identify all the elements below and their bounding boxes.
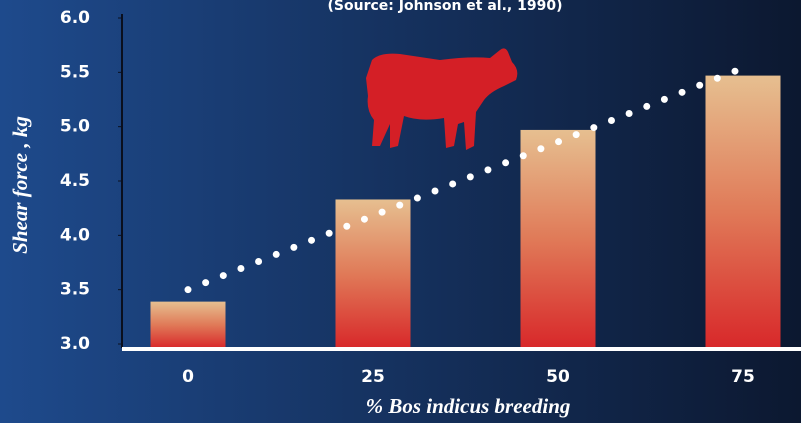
bar [706,76,781,348]
chart-title: (Source: Johnson et al., 1990) [328,0,563,14]
bar [151,302,226,348]
y-tick-label: 3.0 [60,334,90,354]
y-tick-label: 4.0 [60,225,90,245]
y-axis-title: Shear force , kg [8,116,32,254]
x-tick-label: 0 [182,367,194,387]
chart: 3.0 3.5 4.0 4.5 5.0 5.5 6.0 0 25 50 75 (Source: Jo… [0,0,801,423]
y-tick-label: 6.0 [60,8,90,28]
bar [336,199,411,348]
y-tick-label: 5.5 [60,62,90,82]
x-tick-label: 75 [731,367,755,387]
bar [521,130,596,348]
y-tick-label: 3.5 [60,280,90,300]
y-tick-label: 5.0 [60,117,90,137]
y-tick-label: 4.5 [60,171,90,191]
x-tick-label: 50 [546,367,570,387]
x-axis-title: % Bos indicus breeding [366,394,571,418]
x-tick-label: 25 [361,367,385,387]
